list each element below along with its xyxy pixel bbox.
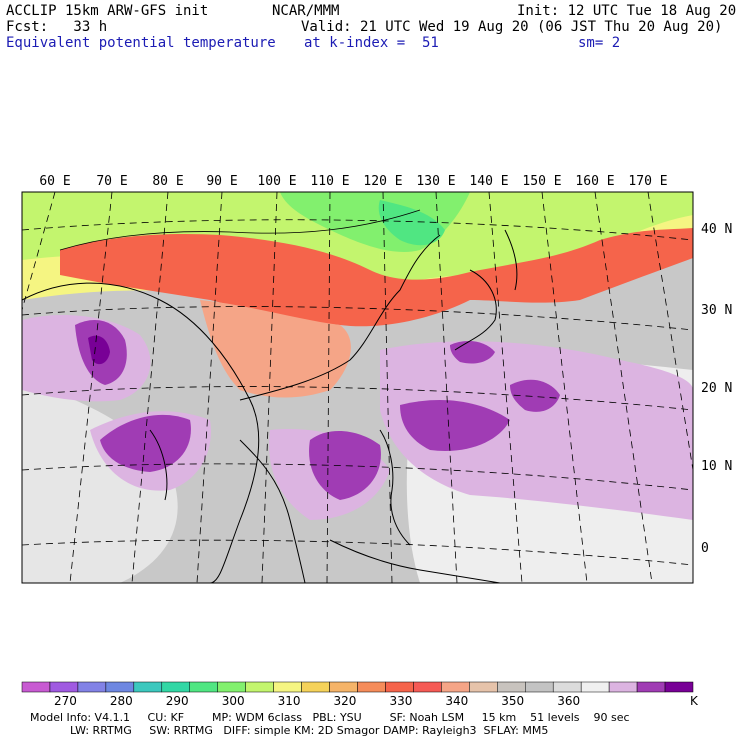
smoothing-label: sm= 2 (578, 35, 621, 51)
colorbar-tick-label: 330 (389, 694, 413, 708)
latitude-label: 0 (701, 541, 709, 556)
longitude-label: 150 E (522, 174, 561, 189)
model-title: ACCLIP 15km ARW-GFS init (6, 3, 209, 19)
forecast-hour: Fcst: 33 h (6, 19, 108, 35)
latitude-labels: 40 N 30 N 20 N 10 N 0 (701, 222, 732, 556)
colorbar-tick-label: 290 (165, 694, 189, 708)
longitude-label: 110 E (310, 174, 349, 189)
model-info-line1: Model Info: V4.1.1 CU: KF MP: WDM 6class… (30, 711, 630, 724)
organization-label: NCAR/MMM (272, 3, 340, 19)
latitude-label: 10 N (701, 459, 732, 474)
colorbar-swatch (273, 681, 302, 693)
longitude-label: 80 E (152, 174, 183, 189)
longitude-label: 130 E (416, 174, 455, 189)
colorbar-swatch (664, 681, 694, 693)
colorbar-tick-label: 320 (333, 694, 357, 708)
latitude-label: 40 N (701, 222, 732, 237)
colorbar-swatch (385, 681, 414, 693)
colorbar-swatch (161, 681, 191, 693)
graticule (22, 192, 693, 583)
colorbar-swatch (217, 681, 246, 693)
colorbar-swatch (413, 681, 442, 693)
colorbar-tick-label: 360 (557, 694, 581, 708)
longitude-label: 70 E (96, 174, 127, 189)
colorbar-swatch (245, 681, 274, 693)
colorbar-unit: K (690, 694, 698, 708)
colorbar-tick-label: 270 (53, 694, 77, 708)
longitude-label: 170 E (628, 174, 667, 189)
colorbar (21, 681, 694, 693)
init-time: Init: 12 UTC Tue 18 Aug 20 (517, 3, 737, 19)
longitude-label: 120 E (363, 174, 402, 189)
colorbar-swatch (49, 681, 79, 693)
theta-e-field (22, 192, 693, 583)
field-name: Equivalent potential temperature (6, 35, 276, 51)
valid-time: Valid: 21 UTC Wed 19 Aug 20 (06 JST Thu … (301, 19, 723, 35)
longitude-label: 60 E (39, 174, 70, 189)
colorbar-swatch (580, 681, 610, 693)
colorbar-tick-label: 350 (501, 694, 525, 708)
colorbar-tick-label: 300 (221, 694, 245, 708)
colorbar-swatch (552, 681, 582, 693)
colorbar-tick-label: 340 (445, 694, 469, 708)
colorbar-swatch (441, 681, 470, 693)
latitude-label: 20 N (701, 381, 732, 396)
latitude-label: 30 N (701, 303, 732, 318)
colorbar-swatch (21, 681, 51, 693)
longitude-labels: 60 E 70 E 80 E 90 E 100 E 110 E 120 E 130 E 140 … (39, 174, 667, 189)
longitude-label: 100 E (257, 174, 296, 189)
colorbar-swatch (133, 681, 163, 693)
colorbar-swatch (608, 681, 638, 693)
longitude-label: 160 E (575, 174, 614, 189)
longitude-label: 140 E (469, 174, 508, 189)
colorbar-swatch (189, 681, 218, 693)
level-label: at k-index = 51 (304, 35, 439, 51)
colorbar-swatch (357, 681, 386, 693)
colorbar-tick-label: 280 (109, 694, 133, 708)
colorbar-swatch (105, 681, 135, 693)
model-info-line2: LW: RRTMG SW: RRTMG DIFF: simple KM: 2D … (70, 724, 549, 737)
longitude-label: 90 E (206, 174, 237, 189)
colorbar-swatch (301, 681, 330, 693)
colorbar-tick-label: 310 (277, 694, 301, 708)
colorbar-swatch (77, 681, 107, 693)
colorbar-swatch (329, 681, 358, 693)
colorbar-swatch (469, 681, 498, 693)
colorbar-swatch (525, 681, 554, 693)
colorbar-swatch (497, 681, 526, 693)
colorbar-swatch (636, 681, 666, 693)
